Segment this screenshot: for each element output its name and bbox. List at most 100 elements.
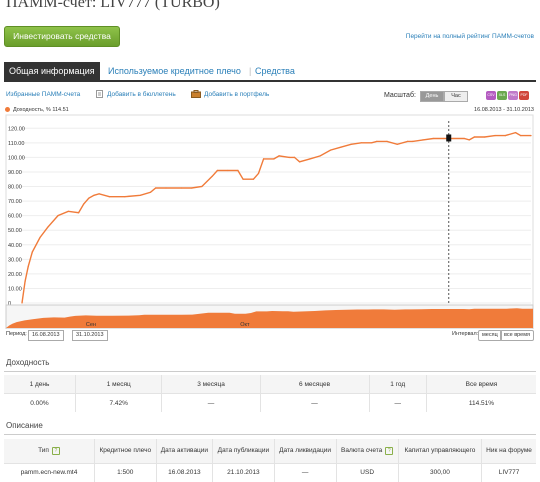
yield-value: — (259, 393, 370, 412)
data-point (443, 137, 445, 140)
data-point (463, 137, 465, 140)
yield-header: 1 месяц (74, 375, 162, 394)
desc-value: USD (335, 462, 399, 482)
bulletin-icon (96, 90, 103, 98)
desc-header: Капитал управляющего (397, 439, 482, 463)
tab-funds[interactable]: Средства (255, 66, 295, 76)
page-title: ПАММ-счет: LIV777 (TURBO) (6, 0, 220, 11)
desc-value: 300,00 (397, 462, 482, 482)
export-xls-icon[interactable]: XLS (497, 91, 507, 100)
divider (4, 371, 536, 372)
portfolio-icon (191, 90, 201, 98)
scale-hour-button[interactable]: Час (444, 91, 468, 102)
data-point (98, 193, 100, 195)
y-tick-label: 110.00 (8, 141, 24, 147)
help-icon[interactable]: ? (51, 446, 60, 455)
invest-button[interactable]: Инвестировать средства (4, 26, 120, 47)
data-point (83, 203, 85, 205)
data-point (257, 172, 260, 174)
y-tick-label: 70.00 (8, 199, 22, 205)
desc-header: Тип? (4, 439, 95, 463)
desc-header: Дата ликвидации (273, 439, 337, 463)
data-point (180, 187, 182, 189)
interval-month-button[interactable]: месяц (478, 330, 502, 341)
yield-header: 3 месяца (161, 375, 261, 394)
data-point (139, 194, 141, 196)
marker-handle[interactable] (446, 134, 452, 142)
chart-legend: Доходность, % 114.51 (5, 107, 69, 113)
legend-label: Доходность, % 114.51 (13, 107, 69, 113)
data-point (39, 236, 41, 239)
data-point (319, 155, 321, 157)
add-bulletin-link[interactable]: Добавить в бюллетень (107, 91, 176, 98)
data-point (360, 142, 362, 144)
desc-header: Дата публикации (212, 439, 275, 463)
period-from-input[interactable]: 16.08.2013 (28, 330, 64, 341)
data-point (27, 266, 29, 268)
desc-value: 16.08.2013 (155, 462, 213, 482)
chart-date-range: 16.08.2013 - 31.10.2013 (474, 107, 534, 113)
data-point (201, 185, 203, 188)
desc-header-label: Тип (38, 446, 49, 454)
data-point (216, 169, 218, 172)
favorites-link[interactable]: Избранные ПАММ-счета (6, 91, 81, 98)
data-point (124, 196, 126, 198)
add-portfolio-link[interactable]: Добавить в портфель (204, 91, 270, 98)
data-point (468, 139, 470, 141)
yield-header: 1 день (4, 375, 76, 394)
y-tick-label: 90.00 (8, 170, 22, 176)
data-point (278, 155, 280, 157)
data-point (227, 169, 229, 172)
data-point (407, 140, 409, 142)
interval-all-button[interactable]: все время (500, 330, 534, 341)
y-tick-label: 50.00 (8, 228, 22, 234)
yield-value: — (161, 393, 261, 412)
period-label: Период: (6, 331, 27, 337)
description-section-title: Описание (6, 421, 43, 430)
y-tick-label: 20.00 (8, 272, 22, 278)
rating-link[interactable]: Перейти на полный рейтинг ПАММ-счетов (405, 33, 534, 40)
data-point (242, 178, 244, 180)
data-point (530, 135, 532, 137)
forum-nick-link[interactable]: LIV777 (481, 462, 536, 482)
data-point (515, 132, 517, 134)
desc-value: 21.10.2013 (212, 462, 275, 482)
export-pdf-icon[interactable]: PDF (519, 91, 529, 100)
data-point (78, 212, 80, 214)
tab-leverage[interactable]: Используемое кредитное плечо (108, 66, 241, 76)
data-point (473, 136, 475, 138)
data-point (24, 280, 26, 282)
navigator-label-sep: Сен (86, 322, 96, 328)
export-png-icon[interactable]: PNG (508, 91, 518, 100)
yield-header: 1 год (368, 375, 427, 394)
export-csv-icon[interactable]: CSV (486, 91, 496, 100)
yield-value: 7.42% (74, 393, 162, 412)
description-table: Тип? Кредитное плечо Дата активации Дата… (4, 439, 536, 482)
data-point (88, 197, 90, 199)
data-point (432, 137, 434, 140)
data-point (108, 196, 110, 198)
tab-general-info[interactable]: Общая информация (4, 62, 100, 80)
data-point (211, 175, 213, 177)
data-point (494, 135, 496, 137)
help-icon[interactable]: ? (385, 446, 394, 455)
data-point (293, 156, 296, 158)
data-point (340, 146, 342, 148)
yield-chart[interactable]: 0 10.00 20.00 30.00 40.00 50.00 60.00 70.00 80.0… (0, 113, 540, 329)
data-point (288, 156, 290, 158)
data-point (31, 251, 33, 253)
scale-day-button[interactable]: День (420, 91, 444, 102)
scale-label: Масштаб: (384, 92, 416, 99)
data-point (396, 143, 398, 145)
yield-value: — (368, 393, 427, 412)
desc-header: Ник на форуме (481, 439, 536, 463)
data-point (329, 149, 332, 151)
y-tick-label: 40.00 (8, 243, 22, 249)
data-point (237, 169, 239, 172)
navigator-area (6, 308, 533, 328)
data-point (520, 135, 522, 137)
period-to-input[interactable]: 31.10.2013 (72, 330, 108, 341)
navigator-label-oct: Окт (240, 322, 250, 328)
y-tick-label: 60.00 (8, 214, 22, 220)
desc-header: Дата активации (155, 439, 213, 463)
